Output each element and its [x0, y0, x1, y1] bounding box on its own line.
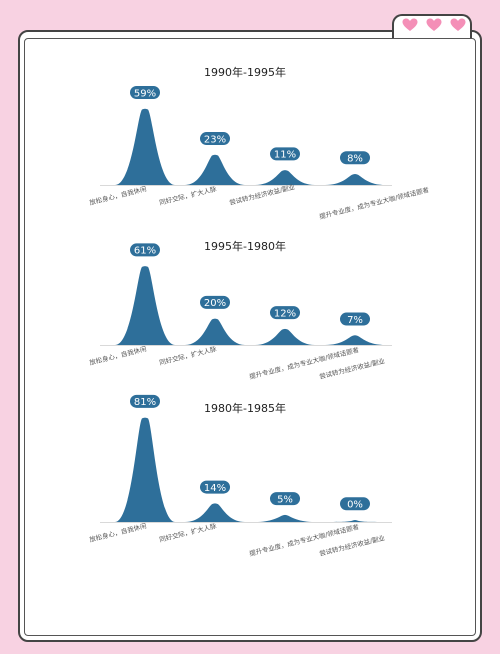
peak-mark: [325, 335, 385, 345]
peak-mark: [185, 318, 245, 345]
peak-mark: [325, 520, 385, 522]
peak-mark: [255, 170, 315, 185]
data-label: 20%: [204, 298, 226, 309]
peak-mark: [115, 266, 175, 345]
data-label: 7%: [347, 315, 363, 326]
value-badge: [200, 295, 230, 309]
data-label: 5%: [277, 494, 293, 505]
category-label: 放松身心，自我休闲: [88, 344, 147, 367]
value-badge: [270, 147, 300, 161]
value-badge: [130, 85, 160, 99]
category-label: 放松身心，自我休闲: [88, 184, 147, 207]
peak-chart-2: 1995年-1980年 61% 放松身心，自我休闲 20% 同好交际，扩大人脉 12% 提升…: [88, 239, 392, 381]
data-label: 0%: [347, 500, 363, 511]
value-badge: [130, 394, 160, 408]
peak-mark: [115, 417, 175, 522]
data-label: 59%: [134, 88, 156, 99]
category-label: 提升专业度，成为专业大咖/领域话题者: [318, 185, 430, 221]
chart-panel: [24, 38, 476, 636]
category-label: 同好交际，扩大人脉: [158, 521, 217, 544]
chart-title: 1980年-1985年: [204, 401, 286, 415]
peak-mark: [185, 503, 245, 522]
category-label: 放松身心，自我休闲: [88, 521, 147, 544]
peak-mark: [185, 154, 245, 185]
value-badge: [130, 243, 160, 257]
chart-title: 1995年-1980年: [204, 239, 286, 253]
data-label: 12%: [274, 308, 296, 319]
category-label: 提升专业度，成为专业大咖/领域话题者: [248, 522, 360, 558]
data-label: 81%: [134, 397, 156, 408]
data-label: 14%: [204, 483, 226, 494]
value-badge: [340, 151, 370, 165]
chart-title: 1990年-1995年: [204, 65, 286, 79]
value-badge: [270, 492, 300, 506]
heart-icon: [450, 18, 466, 31]
data-label: 23%: [204, 134, 226, 145]
heart-icon: [426, 18, 442, 31]
value-badge: [200, 480, 230, 494]
value-badge: [340, 497, 370, 511]
peak-mark: [325, 174, 385, 185]
category-label: 同好交际，扩大人脉: [158, 344, 217, 367]
data-label: 11%: [274, 150, 296, 161]
category-label: 同好交际，扩大人脉: [158, 184, 217, 207]
data-label: 8%: [347, 154, 363, 165]
value-badge: [340, 312, 370, 326]
value-badge: [270, 306, 300, 320]
peak-mark: [255, 514, 315, 522]
peak-mark: [255, 328, 315, 345]
peak-chart-1: 1990年-1995年59%放松身心，自我休闲23%同好交际，扩大人脉11%尝试…: [88, 65, 430, 221]
data-label: 61%: [134, 246, 156, 257]
value-badge: [200, 132, 230, 146]
peak-chart-3: 1980年-1985年 81% 放松身心，自我休闲 14% 同好交际，扩大人脉 5% 提升专…: [88, 394, 392, 558]
category-label: 提升专业度，成为专业大咖/领域话题者: [248, 345, 360, 381]
heart-icon: [402, 18, 418, 31]
peak-mark: [115, 108, 175, 185]
